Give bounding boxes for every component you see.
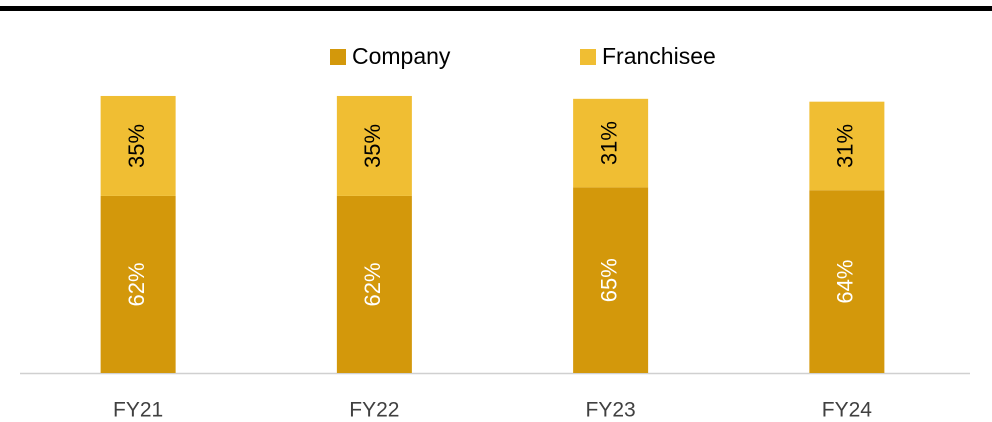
data-label: 31%: [833, 124, 858, 168]
bar-segment: [336, 95, 412, 196]
legend-label: Franchisee: [602, 43, 716, 69]
bar-segment: [573, 98, 649, 188]
bar-segment: [809, 101, 885, 191]
legend: Company Franchisee: [330, 43, 716, 69]
data-label: 35%: [124, 124, 149, 168]
data-label: 64%: [833, 260, 858, 304]
x-tick-label: FY24: [822, 399, 873, 422]
data-label: 35%: [360, 124, 385, 168]
bar-segment: [336, 195, 412, 373]
data-label: 65%: [596, 258, 621, 302]
top-rule: [0, 6, 992, 11]
data-label: 31%: [596, 121, 621, 165]
bar-segment: [809, 190, 885, 373]
legend-swatch: [580, 49, 596, 65]
x-tick-label: FY22: [349, 399, 399, 422]
legend-label: Company: [352, 43, 451, 69]
bar-segment: [100, 95, 176, 196]
bar-segment: [100, 195, 176, 373]
legend-swatch: [330, 49, 346, 65]
data-label: 62%: [360, 262, 385, 306]
bar-segment: [573, 187, 649, 373]
x-tick-label: FY23: [586, 399, 636, 422]
x-tick-label: FY21: [113, 399, 163, 422]
data-label: 62%: [124, 262, 149, 306]
